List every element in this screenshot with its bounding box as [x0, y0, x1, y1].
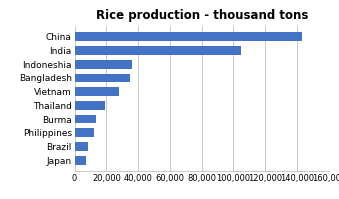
- Title: Rice production - thousand tons: Rice production - thousand tons: [96, 9, 308, 22]
- Bar: [75, 142, 88, 151]
- Bar: [75, 101, 105, 110]
- Bar: [75, 87, 119, 96]
- Bar: [75, 73, 130, 82]
- Bar: [75, 46, 241, 55]
- Bar: [75, 128, 94, 137]
- Bar: [75, 156, 86, 165]
- Bar: [75, 32, 302, 41]
- Bar: [75, 115, 96, 124]
- Bar: [75, 60, 132, 69]
